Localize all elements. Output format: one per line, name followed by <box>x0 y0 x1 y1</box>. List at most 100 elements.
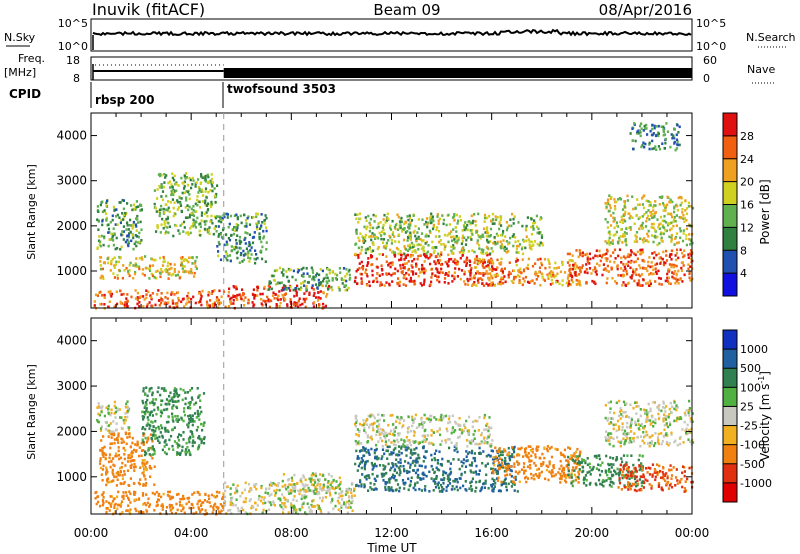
data-cell <box>317 278 320 282</box>
data-cell <box>510 475 513 478</box>
data-cell <box>191 262 194 265</box>
data-cell <box>502 277 505 281</box>
data-cell <box>192 218 195 222</box>
data-cell <box>312 305 315 308</box>
data-cell <box>319 282 323 286</box>
data-cell <box>153 202 156 206</box>
data-cell <box>192 439 195 442</box>
data-cell <box>238 242 242 245</box>
data-cell <box>476 279 480 282</box>
data-cell <box>470 480 473 483</box>
data-cell <box>539 216 542 219</box>
data-cell <box>483 220 486 223</box>
data-cell <box>515 251 518 254</box>
data-cell <box>282 296 285 300</box>
data-cell <box>682 264 685 267</box>
data-cell <box>598 254 602 257</box>
data-cell <box>160 174 163 177</box>
data-cell <box>586 271 589 275</box>
data-cell <box>193 491 196 495</box>
data-cell <box>243 488 246 492</box>
data-cell <box>142 415 146 419</box>
data-cell <box>165 408 168 411</box>
data-cell <box>452 228 455 231</box>
data-cell <box>161 299 164 302</box>
data-cell <box>674 219 677 223</box>
data-cell <box>452 247 455 250</box>
data-cell <box>331 499 334 503</box>
data-cell <box>568 282 571 286</box>
data-cell <box>455 263 458 266</box>
data-cell <box>644 267 647 270</box>
data-cell <box>498 222 501 226</box>
data-cell <box>432 443 435 446</box>
data-cell <box>169 262 172 266</box>
data-cell <box>510 469 513 473</box>
data-cell <box>641 197 644 200</box>
data-cell <box>460 460 463 464</box>
data-cell <box>555 266 558 270</box>
data-cell <box>256 504 259 507</box>
data-cell <box>423 473 426 477</box>
data-cell <box>254 257 257 261</box>
data-cell <box>621 284 624 287</box>
data-cell <box>375 277 378 280</box>
data-cell <box>302 275 305 278</box>
data-cell <box>632 147 635 151</box>
data-cell <box>488 278 491 282</box>
data-cell <box>372 243 375 246</box>
data-cell <box>331 277 334 280</box>
data-cell <box>382 414 386 417</box>
y-tick-label: 3000 <box>56 174 87 188</box>
nsky-line <box>92 28 692 37</box>
data-cell <box>363 467 366 471</box>
data-cell <box>664 137 667 141</box>
data-cell <box>634 207 637 210</box>
data-cell <box>355 217 358 221</box>
data-cell <box>436 275 439 278</box>
data-cell <box>662 250 665 254</box>
data-cell <box>410 253 413 257</box>
data-cell <box>116 507 119 511</box>
data-cell <box>191 256 194 259</box>
data-cell <box>420 464 423 468</box>
data-cell <box>649 272 652 275</box>
data-cell <box>208 226 211 229</box>
data-cell <box>426 222 429 226</box>
data-cell <box>359 480 362 484</box>
data-cell <box>361 460 364 464</box>
data-cell <box>440 253 443 256</box>
data-cell <box>394 463 397 466</box>
data-cell <box>396 483 400 486</box>
data-cell <box>287 486 290 489</box>
data-cell <box>97 412 100 416</box>
data-cell <box>436 483 439 487</box>
data-cell <box>450 245 453 249</box>
data-cell <box>453 215 456 218</box>
data-cell <box>227 290 230 294</box>
data-cell <box>412 273 415 276</box>
data-cell <box>417 473 420 477</box>
data-cell <box>397 277 400 280</box>
data-cell <box>178 276 181 280</box>
data-cell <box>400 447 403 450</box>
data-cell <box>568 259 571 262</box>
data-cell <box>600 255 603 259</box>
data-cell <box>675 138 679 142</box>
data-cell <box>338 487 341 491</box>
data-cell <box>244 497 247 500</box>
data-cell <box>456 480 459 484</box>
data-cell <box>191 420 194 423</box>
data-cell <box>452 430 456 434</box>
data-cell <box>408 470 411 474</box>
data-cell <box>666 223 670 227</box>
data-cell <box>357 256 360 259</box>
data-cell <box>483 227 486 231</box>
data-cell <box>157 173 160 176</box>
data-cell <box>173 190 176 193</box>
data-cell <box>673 206 676 210</box>
data-cell <box>509 469 512 472</box>
data-cell <box>409 221 412 224</box>
data-cell <box>445 223 448 227</box>
data-cell <box>351 496 354 500</box>
